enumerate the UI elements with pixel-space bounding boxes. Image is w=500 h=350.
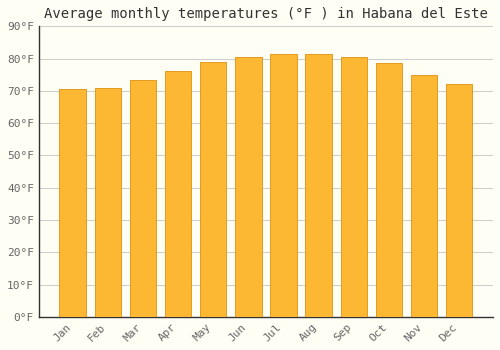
Bar — [446, 84, 472, 317]
Bar — [130, 79, 156, 317]
Bar — [165, 71, 191, 317]
Bar — [340, 57, 367, 317]
Title: Average monthly temperatures (°F ) in Habana del Este: Average monthly temperatures (°F ) in Ha… — [44, 7, 488, 21]
Bar — [306, 54, 332, 317]
Bar — [411, 75, 438, 317]
Bar — [270, 54, 296, 317]
Bar — [376, 63, 402, 317]
Bar — [60, 89, 86, 317]
Bar — [200, 62, 226, 317]
Bar — [94, 88, 121, 317]
Bar — [235, 57, 262, 317]
